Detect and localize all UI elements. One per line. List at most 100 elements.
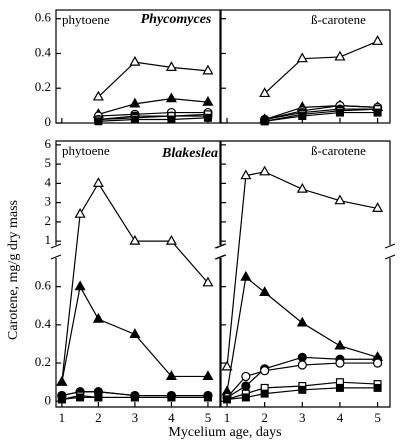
series-line [98,113,208,121]
marker [373,383,382,392]
y-axis-label: Carotene, mg/g dry mass [6,200,21,340]
marker [203,393,212,402]
x-tick-label: 2 [261,410,268,425]
marker [241,371,251,382]
series-line [226,275,378,392]
marker [240,270,252,281]
series-line [264,108,378,122]
axis-break [215,254,227,260]
series-line [264,108,378,121]
x-tick-label: 4 [168,410,175,425]
marker [56,375,68,386]
marker [298,112,307,121]
y-tick-label: 0 [45,392,52,407]
marker [165,370,177,381]
series-line [97,61,209,98]
y-tick-label: 2 [45,213,52,228]
marker [241,381,251,391]
marker [165,61,177,71]
species-label: Phycomyces [141,12,212,27]
x-tick-label: 3 [132,410,139,425]
marker [221,360,233,371]
marker [202,95,214,106]
x-tick-label: 3 [299,410,306,425]
marker [296,182,308,193]
marker [167,115,176,124]
series-line [264,105,378,121]
axis-break [384,254,396,260]
series-line [98,111,208,117]
y-tick-label: 0 [45,114,52,129]
marker [129,55,141,66]
series-line [98,115,208,121]
x-tick-label: 1 [59,410,66,425]
y-tick-label: 5 [45,155,52,170]
x-tick-label: 2 [95,410,102,425]
series-line [226,171,378,367]
marker [334,339,346,350]
marker [296,52,308,63]
panel-title: ß-carotene [311,143,366,158]
marker [335,108,344,117]
marker [260,117,269,126]
marker [260,389,269,398]
axis-frame [55,258,221,408]
x-tick-label: 5 [205,410,212,425]
x-axis-label: Mycelium age, days [168,425,281,440]
marker [259,165,271,176]
y-tick-label: 0.2 [35,79,51,94]
marker [76,393,85,402]
panel-title: phytoene [62,12,110,27]
series-line [226,362,378,398]
marker [92,312,104,323]
species-label: Blakeslea [161,146,218,161]
marker [94,117,103,126]
marker [334,194,346,205]
marker [372,202,384,213]
marker [74,207,86,218]
marker [130,393,139,402]
marker [296,316,308,327]
series-line [98,98,209,115]
axis-frame [55,140,221,245]
marker [223,395,232,404]
panel-title: phytoene [62,143,110,158]
marker [259,286,271,296]
marker [298,385,307,394]
y-tick-label: 0.6 [35,10,52,25]
marker [240,169,252,180]
marker [202,370,214,381]
y-tick-label: 4 [45,174,52,189]
marker [372,35,384,45]
marker [372,358,383,368]
axis-break [50,243,62,249]
axis-break [384,243,396,249]
marker [57,395,66,404]
marker [92,177,104,187]
marker [373,108,382,117]
marker [202,64,214,75]
marker [203,113,212,122]
y-tick-label: 6 [45,136,52,151]
axis-break [50,254,62,260]
series-line [61,182,209,383]
marker [92,90,104,101]
y-tick-label: 0.4 [35,44,52,59]
marker [129,234,141,245]
y-tick-label: 0.2 [35,354,51,369]
x-tick-label: 5 [374,410,381,425]
marker [260,366,270,376]
panel-title: ß-carotene [311,12,366,27]
axis-break [215,243,227,249]
axis-frame [220,9,391,124]
marker [335,358,345,368]
axis-frame [220,258,391,408]
marker [241,393,250,402]
y-tick-label: 3 [45,194,52,209]
marker [165,92,177,103]
marker [297,352,307,362]
marker [130,115,139,124]
x-tick-label: 1 [224,410,231,425]
marker [129,328,141,339]
